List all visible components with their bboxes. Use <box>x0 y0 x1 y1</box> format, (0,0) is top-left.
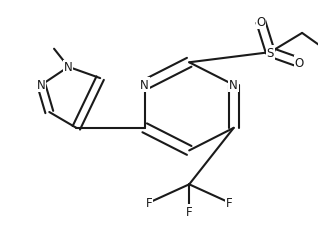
Text: N: N <box>64 61 73 74</box>
Text: N: N <box>37 79 46 92</box>
Text: O: O <box>256 16 266 29</box>
Text: N: N <box>229 79 238 92</box>
Text: F: F <box>186 205 192 218</box>
Text: N: N <box>140 79 149 92</box>
Text: F: F <box>146 196 153 209</box>
Text: O: O <box>294 56 304 70</box>
Text: F: F <box>226 196 232 209</box>
Text: S: S <box>266 46 274 59</box>
